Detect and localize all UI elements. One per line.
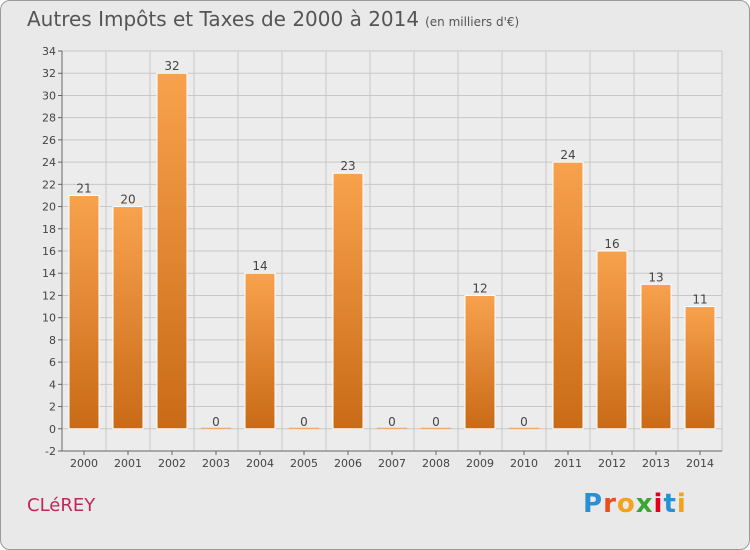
- y-tick-label: 32: [42, 67, 56, 80]
- x-tick-label: 2002: [158, 457, 186, 470]
- bar-value-label: 14: [252, 259, 267, 273]
- bar: [333, 173, 363, 429]
- bar-value-label: 0: [212, 415, 220, 429]
- y-tick-label: 12: [42, 289, 56, 302]
- bar-value-label: 11: [692, 293, 707, 307]
- y-tick-label: 20: [42, 201, 56, 214]
- logo-letter: o: [617, 489, 636, 519]
- y-tick-label: 22: [42, 178, 56, 191]
- bar-value-label: 21: [76, 181, 91, 195]
- y-tick-label: 34: [42, 45, 56, 58]
- logo-letter: r: [603, 489, 617, 519]
- y-tick-label: 8: [49, 334, 56, 347]
- logo-letter: P: [583, 489, 603, 519]
- bar-value-label: 20: [120, 193, 135, 207]
- x-tick-label: 2011: [554, 457, 582, 470]
- y-tick-label: 4: [49, 378, 56, 391]
- bar: [245, 273, 275, 429]
- y-tick-label: -2: [45, 445, 56, 458]
- y-tick-label: 30: [42, 89, 56, 102]
- proxiti-logo: Proxiti: [583, 489, 687, 519]
- x-tick-label: 2004: [246, 457, 274, 470]
- bar-value-label: 24: [560, 148, 575, 162]
- bar-value-label: 0: [388, 415, 396, 429]
- y-tick-label: 6: [49, 356, 56, 369]
- y-tick-label: 16: [42, 245, 56, 258]
- x-tick-label: 2014: [686, 457, 714, 470]
- x-tick-label: 2013: [642, 457, 670, 470]
- bar-value-label: 23: [340, 159, 355, 173]
- bar: [113, 207, 143, 429]
- x-tick-label: 2008: [422, 457, 450, 470]
- x-tick-label: 2003: [202, 457, 230, 470]
- bar-value-label: 12: [472, 281, 487, 295]
- x-tick-label: 2001: [114, 457, 142, 470]
- bar: [69, 195, 99, 428]
- x-tick-label: 2010: [510, 457, 538, 470]
- bar: [465, 295, 495, 428]
- bar-value-label: 0: [432, 415, 440, 429]
- y-tick-label: 18: [42, 223, 56, 236]
- y-tick-label: 0: [49, 423, 56, 436]
- y-tick-label: 24: [42, 156, 56, 169]
- y-tick-label: 2: [49, 401, 56, 414]
- bar: [597, 251, 627, 429]
- logo-letter: i: [677, 489, 687, 519]
- bar-value-label: 13: [648, 270, 663, 284]
- bar: [157, 73, 187, 429]
- logo-letter: x: [636, 489, 654, 519]
- bar-value-label: 0: [520, 415, 528, 429]
- bar: [553, 162, 583, 429]
- x-tick-label: 2000: [70, 457, 98, 470]
- x-tick-label: 2009: [466, 457, 494, 470]
- bar-value-label: 32: [164, 59, 179, 73]
- x-tick-label: 2007: [378, 457, 406, 470]
- bar-value-label: 0: [300, 415, 308, 429]
- bar: [641, 284, 671, 428]
- logo-letter: i: [654, 489, 664, 519]
- bar-value-label: 16: [604, 237, 619, 251]
- x-tick-label: 2012: [598, 457, 626, 470]
- y-tick-label: 14: [42, 267, 56, 280]
- x-tick-label: 2006: [334, 457, 362, 470]
- y-tick-label: 26: [42, 134, 56, 147]
- x-tick-label: 2005: [290, 457, 318, 470]
- logo-letter: t: [663, 489, 676, 519]
- y-tick-label: 10: [42, 312, 56, 325]
- commune-name: CLéREY: [27, 495, 95, 516]
- bar: [685, 307, 715, 429]
- y-tick-label: 28: [42, 112, 56, 125]
